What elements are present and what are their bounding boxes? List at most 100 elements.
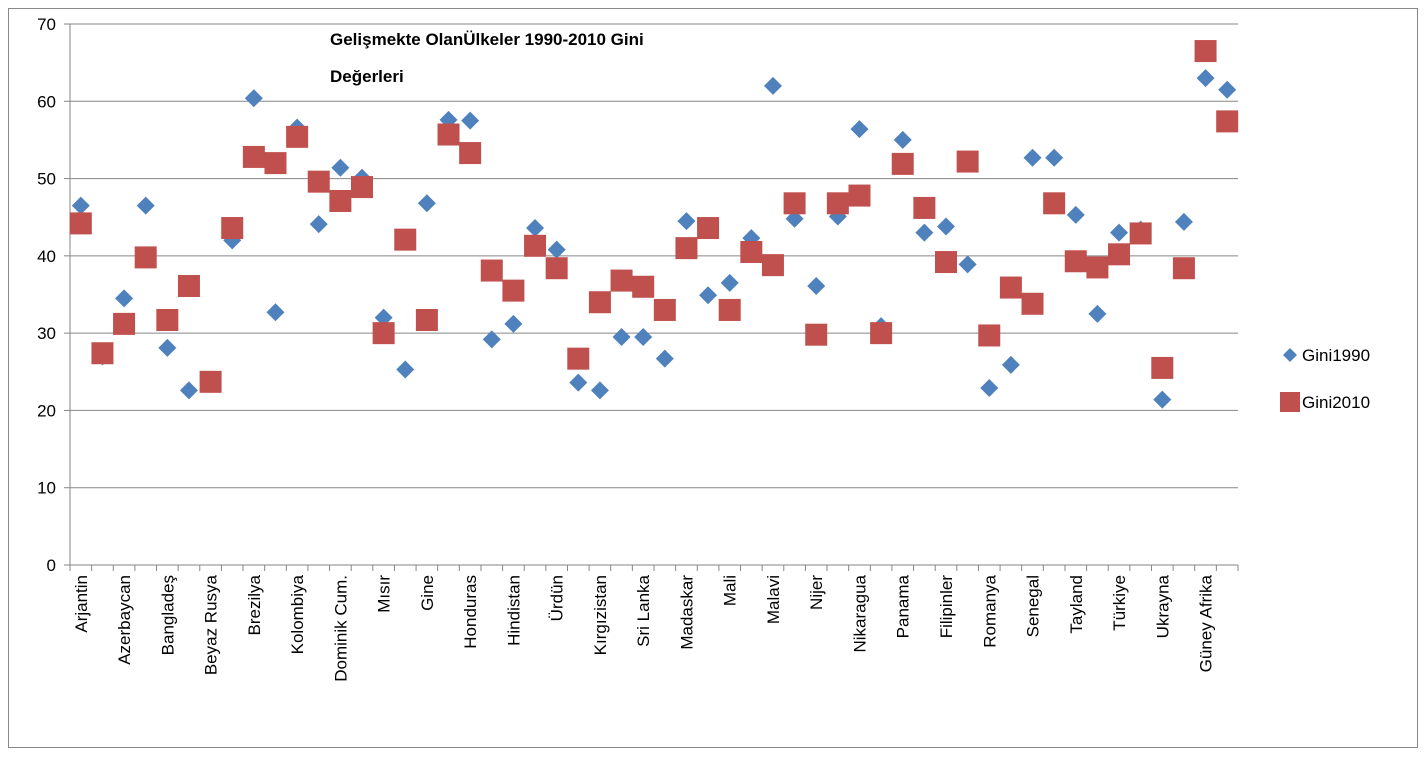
diamond-marker — [807, 276, 826, 295]
x-tick-label: Honduras — [461, 575, 480, 649]
square-marker — [1194, 40, 1217, 63]
diamond-marker — [115, 289, 134, 308]
diamond-marker — [612, 328, 631, 347]
x-tick-label: Mali — [721, 575, 740, 606]
y-tick-label: 20 — [37, 401, 56, 420]
chart-title: Değerleri — [330, 67, 404, 86]
square-marker — [740, 240, 763, 263]
square-marker — [653, 298, 676, 321]
square-marker — [1108, 243, 1131, 266]
square-marker — [351, 176, 373, 199]
x-tick-label: Arjantin — [72, 575, 91, 633]
square-marker — [264, 152, 287, 175]
diamond-marker — [937, 217, 955, 236]
square-marker — [415, 309, 438, 332]
x-tick-label: Nijer — [807, 575, 826, 610]
square-marker — [502, 279, 525, 302]
square-marker — [524, 234, 547, 257]
x-tick-label: Panama — [894, 574, 913, 638]
x-tick-label: Ukrayna — [1153, 574, 1172, 638]
square-marker — [437, 123, 460, 146]
square-marker — [177, 274, 200, 297]
diamond-marker — [396, 360, 415, 379]
square-marker — [156, 309, 179, 332]
x-tick-label: Beyaz Rusya — [202, 574, 221, 675]
x-tick-label: Türkiye — [1110, 575, 1129, 631]
square-marker — [113, 312, 136, 335]
square-marker — [1021, 292, 1044, 315]
square-marker — [394, 228, 417, 251]
square-marker — [956, 150, 979, 173]
diamond-marker — [266, 303, 285, 322]
square-marker — [372, 322, 395, 345]
square-marker — [459, 142, 482, 165]
legend-marker — [1283, 348, 1297, 362]
x-tick-label: Mısır — [375, 575, 394, 613]
square-marker — [1064, 250, 1087, 273]
square-marker — [783, 192, 806, 215]
square-marker — [848, 184, 871, 207]
diamond-marker — [526, 219, 545, 238]
x-tick-label: Nikaragua — [850, 574, 869, 652]
x-tick-label: Ürdün — [548, 575, 567, 621]
diamond-marker — [980, 379, 999, 398]
y-tick-label: 70 — [37, 15, 56, 34]
square-marker — [91, 342, 114, 365]
square-marker — [805, 323, 828, 346]
square-marker — [307, 170, 330, 193]
square-marker — [221, 217, 244, 240]
y-tick-label: 50 — [37, 170, 56, 189]
x-tick-label: Brezilya — [245, 574, 264, 635]
square-marker — [697, 217, 720, 240]
diamond-marker — [1066, 205, 1085, 224]
diamond-marker — [244, 89, 263, 108]
square-marker — [718, 298, 741, 321]
x-tick-label: Azerbaycan — [115, 575, 134, 665]
y-tick-label: 30 — [37, 324, 56, 343]
diamond-marker — [158, 338, 177, 357]
square-marker — [978, 324, 1001, 347]
square-marker — [199, 370, 222, 393]
x-tick-label: Hindistan — [504, 575, 523, 646]
square-marker — [134, 246, 157, 269]
square-marker — [1043, 192, 1066, 215]
diamond-marker — [179, 381, 198, 400]
diamond-marker — [699, 286, 718, 305]
x-tick-label: Kırgızistan — [591, 575, 610, 655]
square-marker — [545, 257, 568, 280]
x-tick-label: Güney Afrika — [1197, 574, 1216, 672]
square-marker — [610, 269, 633, 292]
x-tick-label: Tayland — [1067, 575, 1086, 634]
x-tick-label: Filipinler — [937, 575, 956, 639]
square-marker — [1172, 257, 1195, 280]
x-tick-label: Malavi — [764, 575, 783, 624]
diamond-marker — [655, 349, 674, 368]
x-tick-label: Gine — [418, 575, 437, 611]
diamond-marker — [504, 314, 523, 333]
diamond-marker — [634, 328, 653, 347]
diamond-marker — [569, 373, 588, 392]
diamond-marker — [958, 255, 977, 274]
diamond-marker — [331, 158, 350, 177]
x-tick-label: Sri Lanka — [634, 574, 653, 646]
square-marker — [1151, 356, 1174, 379]
diamond-marker — [461, 111, 480, 130]
square-marker — [242, 145, 265, 168]
diamond-marker — [547, 240, 566, 259]
x-tick-label: Dominik Cum. — [331, 575, 350, 682]
diamond-marker — [720, 273, 739, 292]
x-tick-label: Senegal — [1024, 575, 1043, 637]
diamond-marker — [482, 330, 501, 349]
diamond-marker — [677, 212, 696, 231]
square-marker — [329, 189, 352, 212]
legend-marker — [1280, 392, 1300, 412]
square-marker — [1216, 110, 1239, 133]
diamond-marker — [893, 130, 912, 149]
x-tick-label: Kolombiya — [288, 574, 307, 654]
square-marker — [588, 291, 611, 314]
diamond-marker — [1153, 390, 1172, 409]
diamond-marker — [417, 194, 436, 213]
diamond-marker — [1218, 80, 1237, 99]
diamond-marker — [763, 76, 782, 95]
